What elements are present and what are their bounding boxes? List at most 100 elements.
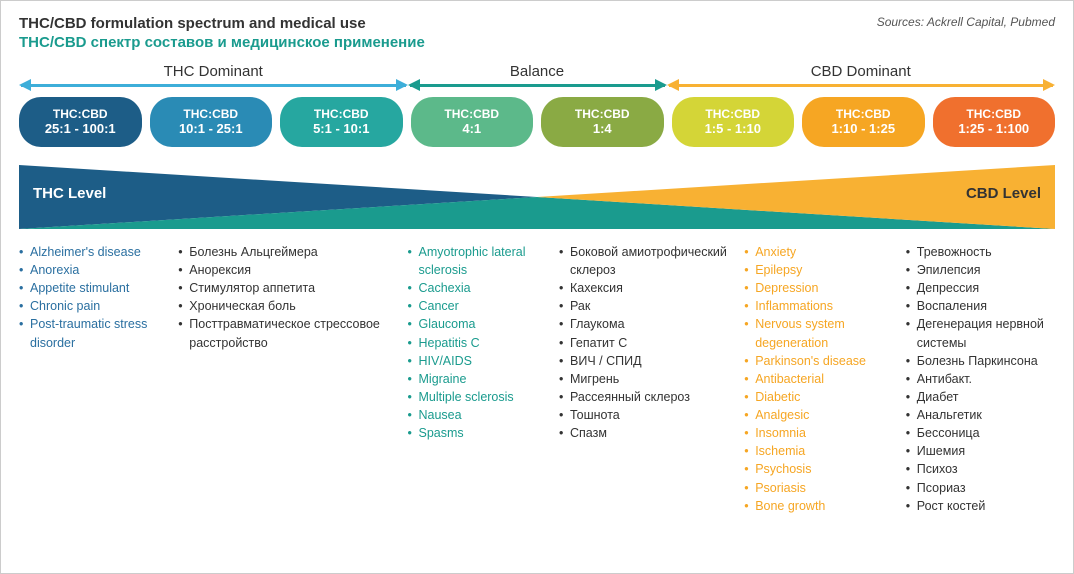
condition-item: Nausea	[408, 406, 560, 424]
ratio-pill: THC:CBD4:1	[411, 97, 534, 147]
condition-item: Migraine	[408, 370, 560, 388]
conditions-row: Alzheimer's diseaseAnorexiaAppetite stim…	[19, 243, 1055, 515]
condition-item: Epilepsy	[744, 261, 906, 279]
cbd-level-label: CBD Level	[966, 185, 1041, 202]
pill-top-label: THC:CBD	[545, 107, 660, 121]
condition-item: Диабет	[906, 388, 1055, 406]
segment-arrow	[21, 84, 406, 87]
condition-item: Appetite stimulant	[19, 279, 178, 297]
sources-label: Sources: Ackrell Capital, Pubmed	[877, 15, 1055, 29]
condition-col-en: AnxietyEpilepsyDepressionInflammationsNe…	[744, 243, 906, 515]
pill-top-label: THC:CBD	[415, 107, 530, 121]
condition-item: Multiple sclerosis	[408, 388, 560, 406]
ratio-pill: THC:CBD5:1 - 10:1	[280, 97, 403, 147]
condition-item: Analgesic	[744, 406, 906, 424]
title-en: THC/CBD formulation spectrum and medical…	[19, 15, 425, 32]
pill-ratio: 1:4	[545, 121, 660, 136]
condition-item: Боковой амиотрофический склероз	[559, 243, 744, 279]
condition-group: Amyotrophic lateral sclerosisCachexiaCan…	[408, 243, 745, 515]
condition-item: Анальгетик	[906, 406, 1055, 424]
pill-ratio: 1:5 - 1:10	[676, 121, 791, 136]
condition-item: Ишемия	[906, 442, 1055, 460]
condition-item: Diabetic	[744, 388, 906, 406]
segment-arrow	[410, 84, 665, 87]
condition-item: Стимулятор аппетита	[178, 279, 407, 297]
condition-item: HIV/AIDS	[408, 352, 560, 370]
condition-item: Рассеянный склероз	[559, 388, 744, 406]
condition-group: AnxietyEpilepsyDepressionInflammationsNe…	[744, 243, 1055, 515]
condition-item: Parkinson's disease	[744, 352, 906, 370]
condition-item: Мигрень	[559, 370, 744, 388]
condition-item: Nervous system degeneration	[744, 315, 906, 351]
condition-item: Bone growth	[744, 497, 906, 515]
condition-item: Cancer	[408, 297, 560, 315]
condition-item: Inflammations	[744, 297, 906, 315]
condition-item: Spasms	[408, 424, 560, 442]
condition-col-ru: ТревожностьЭпилепсияДепрессияВоспаленияД…	[906, 243, 1055, 515]
ratio-pill: THC:CBD25:1 - 100:1	[19, 97, 142, 147]
pill-top-label: THC:CBD	[154, 107, 269, 121]
condition-group: Alzheimer's diseaseAnorexiaAppetite stim…	[19, 243, 408, 515]
condition-item: Бессоница	[906, 424, 1055, 442]
title-block: THC/CBD formulation spectrum and medical…	[19, 15, 425, 51]
wedges-svg	[19, 165, 1055, 229]
infographic-container: THC/CBD formulation spectrum and medical…	[0, 0, 1074, 574]
condition-item: Depression	[744, 279, 906, 297]
condition-item: Тошнота	[559, 406, 744, 424]
pill-ratio: 5:1 - 10:1	[284, 121, 399, 136]
thc-level-label: THC Level	[33, 185, 106, 202]
condition-item: Болезнь Альцгеймера	[178, 243, 407, 261]
condition-item: Ischemia	[744, 442, 906, 460]
pill-ratio: 1:25 - 1:100	[937, 121, 1052, 136]
condition-item: Chronic pain	[19, 297, 178, 315]
condition-item: Psychosis	[744, 460, 906, 478]
condition-item: Рак	[559, 297, 744, 315]
header: THC/CBD formulation spectrum and medical…	[19, 15, 1055, 51]
pill-top-label: THC:CBD	[284, 107, 399, 121]
condition-item: Amyotrophic lateral sclerosis	[408, 243, 560, 279]
ratio-pill: THC:CBD1:4	[541, 97, 664, 147]
condition-item: Рост костей	[906, 497, 1055, 515]
condition-item: Депрессия	[906, 279, 1055, 297]
pill-ratio: 1:10 - 1:25	[806, 121, 921, 136]
condition-item: Воспаления	[906, 297, 1055, 315]
condition-item: ВИЧ / СПИД	[559, 352, 744, 370]
condition-item: Болезнь Паркинсона	[906, 352, 1055, 370]
condition-item: Insomnia	[744, 424, 906, 442]
condition-item: Post-traumatic stress disorder	[19, 315, 178, 351]
pill-top-label: THC:CBD	[937, 107, 1052, 121]
segment: CBD Dominant	[667, 63, 1056, 87]
condition-item: Спазм	[559, 424, 744, 442]
condition-item: Гепатит C	[559, 334, 744, 352]
condition-col-en: Amyotrophic lateral sclerosisCachexiaCan…	[408, 243, 560, 515]
condition-item: Anorexia	[19, 261, 178, 279]
segment-arrows-row: THC DominantBalanceCBD Dominant	[19, 63, 1055, 87]
condition-col-ru: Боковой амиотрофический склерозКахексияР…	[559, 243, 744, 515]
condition-item: Hepatitis C	[408, 334, 560, 352]
pill-top-label: THC:CBD	[23, 107, 138, 121]
condition-item: Antibacterial	[744, 370, 906, 388]
condition-item: Glaucoma	[408, 315, 560, 333]
segment: THC Dominant	[19, 63, 408, 87]
condition-item: Психоз	[906, 460, 1055, 478]
condition-item: Посттравматическое стрессовое расстройст…	[178, 315, 407, 351]
condition-item: Кахексия	[559, 279, 744, 297]
condition-item: Alzheimer's disease	[19, 243, 178, 261]
title-ru: THC/CBD спектр составов и медицинское пр…	[19, 34, 425, 51]
condition-col-ru: Болезнь АльцгеймераАнорексияСтимулятор а…	[178, 243, 407, 515]
condition-item: Псориаз	[906, 479, 1055, 497]
condition-item: Антибакт.	[906, 370, 1055, 388]
pill-top-label: THC:CBD	[806, 107, 921, 121]
pill-ratio: 10:1 - 25:1	[154, 121, 269, 136]
condition-item: Эпилепсия	[906, 261, 1055, 279]
condition-item: Глаукома	[559, 315, 744, 333]
ratio-pill: THC:CBD1:10 - 1:25	[802, 97, 925, 147]
ratio-pill: THC:CBD10:1 - 25:1	[150, 97, 273, 147]
segment-label: Balance	[408, 63, 667, 80]
condition-item: Дегенерация нервной системы	[906, 315, 1055, 351]
condition-item: Psoriasis	[744, 479, 906, 497]
segment-label: CBD Dominant	[667, 63, 1056, 80]
pill-top-label: THC:CBD	[676, 107, 791, 121]
ratio-pill: THC:CBD1:25 - 1:100	[933, 97, 1056, 147]
pill-ratio: 25:1 - 100:1	[23, 121, 138, 136]
